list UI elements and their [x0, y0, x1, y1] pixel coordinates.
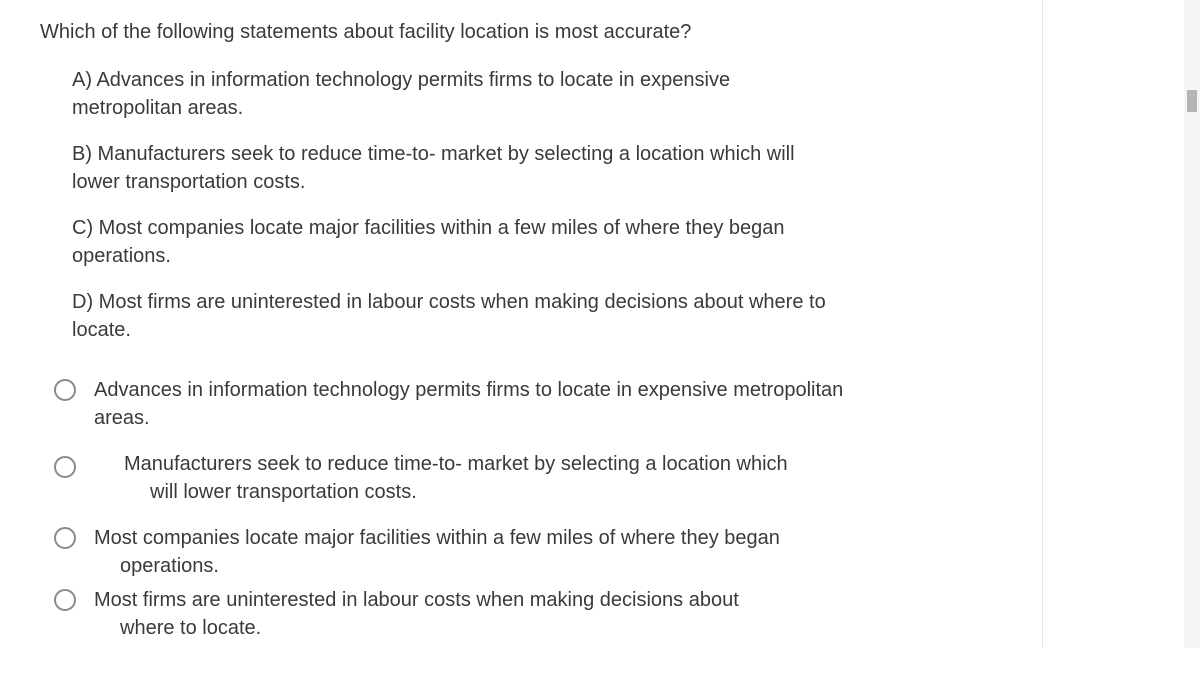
question-panel: Which of the following statements about … [0, 0, 1020, 678]
stem-option-a: A) Advances in information technology pe… [72, 66, 832, 122]
stem-option-b: B) Manufacturers seek to reduce time-to-… [72, 140, 832, 196]
answer-choice-3[interactable]: Most firms are uninterested in labour co… [54, 586, 980, 642]
answer-text-line2: where to locate. [94, 614, 739, 642]
answer-text-line1: Advances in information technology permi… [94, 379, 843, 429]
answer-text-line1: Most firms are uninterested in labour co… [94, 589, 739, 611]
answer-choice-list: Advances in information technology permi… [40, 376, 980, 642]
answer-label: Manufacturers seek to reduce time-to- ma… [124, 450, 788, 506]
scrollbar-thumb[interactable] [1187, 90, 1197, 112]
question-prompt: Which of the following statements about … [40, 18, 980, 46]
radio-button-icon[interactable] [54, 456, 76, 478]
answer-label: Most firms are uninterested in labour co… [94, 586, 739, 642]
answer-choice-2[interactable]: Most companies locate major facilities w… [54, 524, 980, 580]
radio-button-icon[interactable] [54, 379, 76, 401]
answer-choice-1[interactable]: Manufacturers seek to reduce time-to- ma… [54, 450, 980, 506]
answer-label: Advances in information technology permi… [94, 376, 854, 432]
panel-divider [1042, 0, 1043, 648]
stem-option-d: D) Most firms are uninterested in labour… [72, 288, 832, 344]
answer-choice-0[interactable]: Advances in information technology permi… [54, 376, 980, 432]
question-stem-list: A) Advances in information technology pe… [40, 66, 980, 344]
answer-text-line1: Manufacturers seek to reduce time-to- ma… [124, 453, 788, 475]
answer-text-line2: will lower transportation costs. [124, 478, 788, 506]
answer-label: Most companies locate major facilities w… [94, 524, 780, 580]
answer-text-line2: operations. [94, 552, 780, 580]
answer-text-line1: Most companies locate major facilities w… [94, 527, 780, 549]
radio-button-icon[interactable] [54, 589, 76, 611]
radio-button-icon[interactable] [54, 527, 76, 549]
scrollbar-track[interactable] [1184, 0, 1200, 648]
stem-option-c: C) Most companies locate major facilitie… [72, 214, 832, 270]
